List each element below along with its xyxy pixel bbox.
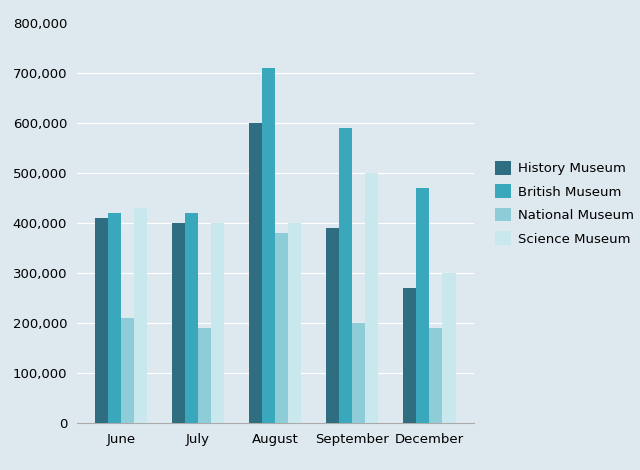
Bar bbox=[134, 208, 147, 423]
Bar bbox=[416, 188, 429, 423]
Bar bbox=[288, 223, 301, 423]
Bar bbox=[121, 318, 134, 423]
Bar bbox=[108, 213, 121, 423]
Bar bbox=[275, 233, 288, 423]
Bar bbox=[442, 273, 456, 423]
Bar bbox=[429, 328, 442, 423]
Bar bbox=[403, 288, 416, 423]
Bar bbox=[185, 213, 198, 423]
Bar bbox=[339, 128, 352, 423]
Bar bbox=[172, 223, 185, 423]
Bar bbox=[249, 123, 262, 423]
Bar bbox=[326, 228, 339, 423]
Bar bbox=[352, 323, 365, 423]
Bar bbox=[365, 173, 378, 423]
Bar bbox=[95, 218, 108, 423]
Bar bbox=[262, 69, 275, 423]
Bar bbox=[198, 328, 211, 423]
Legend: History Museum, British Museum, National Museum, Science Museum: History Museum, British Museum, National… bbox=[488, 154, 640, 252]
Bar bbox=[211, 223, 225, 423]
